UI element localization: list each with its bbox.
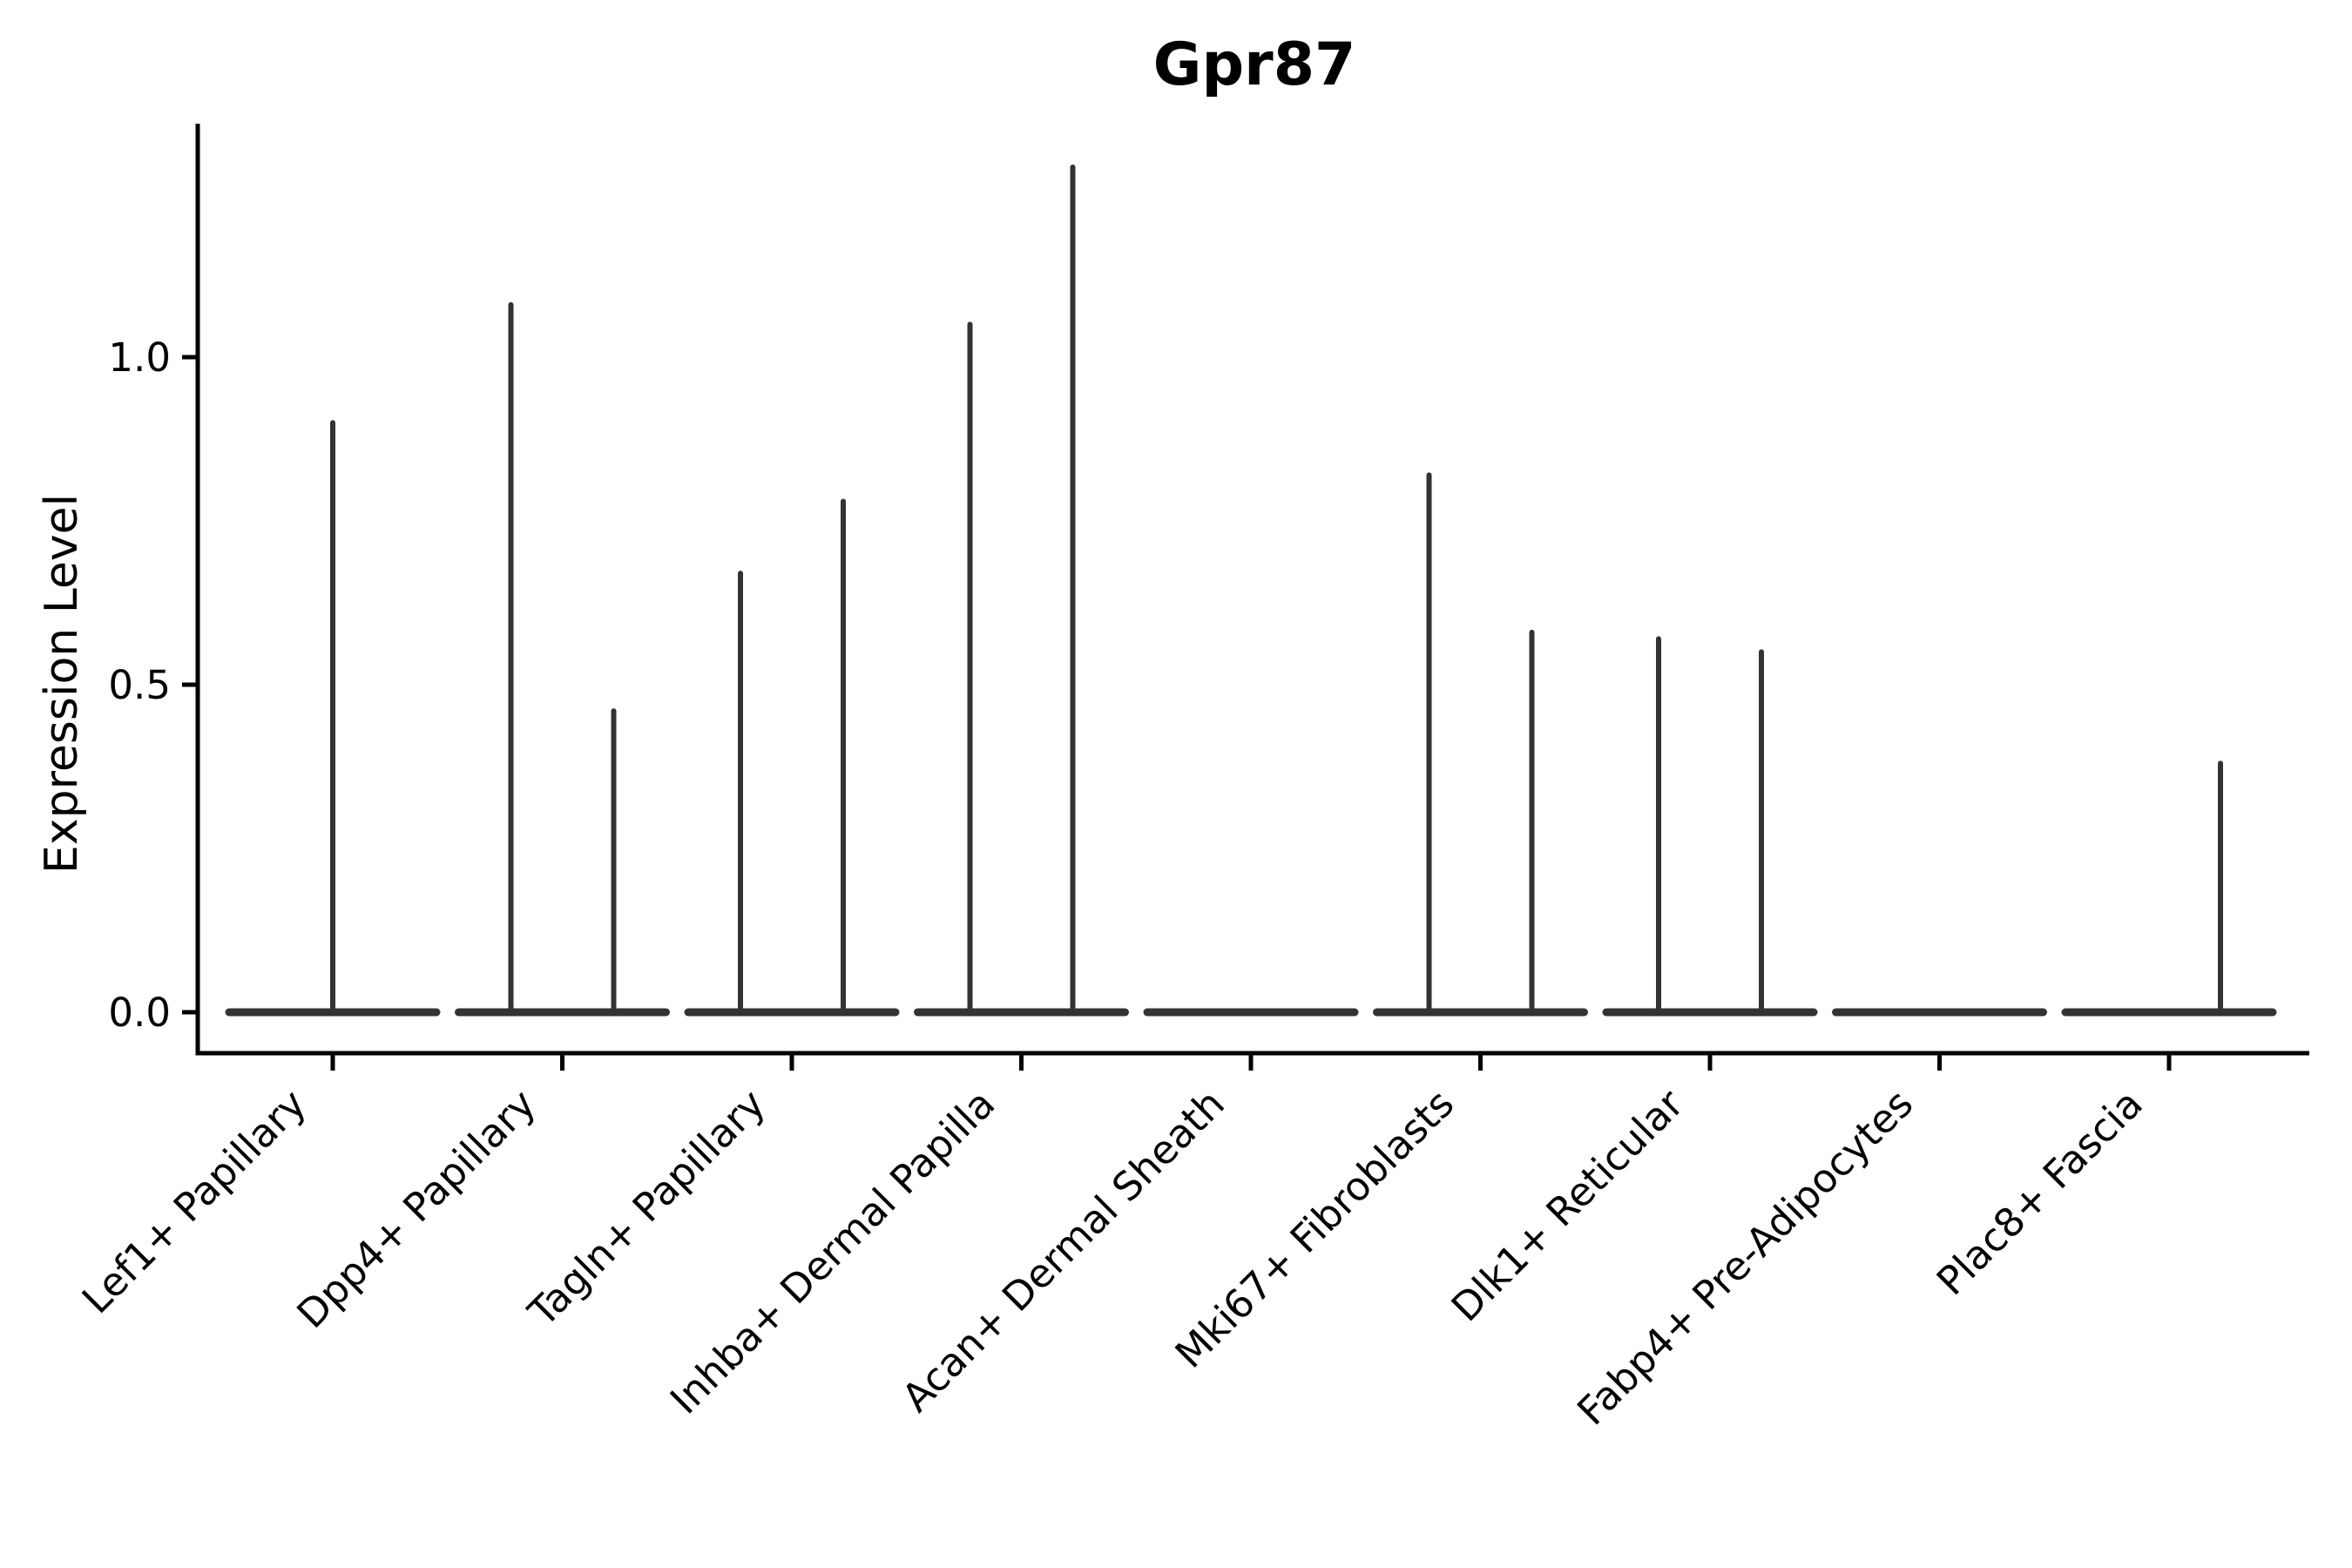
chart-title: Gpr87 [1153, 30, 1356, 99]
x-tick-label: Lef1+ Papillary [73, 1080, 315, 1322]
x-tick-label: Plac8+ Fascia [1928, 1080, 2152, 1304]
violins-group [225, 164, 2277, 1017]
y-tick-label: 0.5 [108, 662, 171, 708]
x-tick-label: Dlk1+ Reticular [1443, 1080, 1693, 1330]
y-axis-ticks: 0.0 0.5 1.0 [108, 335, 198, 1036]
y-axis-label: Expression Level [36, 494, 88, 874]
y-tick-label: 1.0 [108, 335, 171, 381]
x-tick-label: Tagln+ Papillary [519, 1080, 774, 1335]
y-tick-label: 0.0 [108, 990, 171, 1036]
x-tick-label: Dpp4+ Papillary [287, 1080, 544, 1337]
